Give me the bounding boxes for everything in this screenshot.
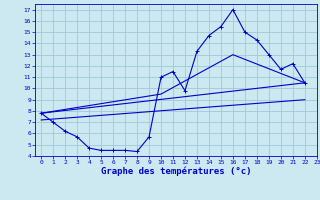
- X-axis label: Graphe des températures (°c): Graphe des températures (°c): [101, 167, 251, 176]
